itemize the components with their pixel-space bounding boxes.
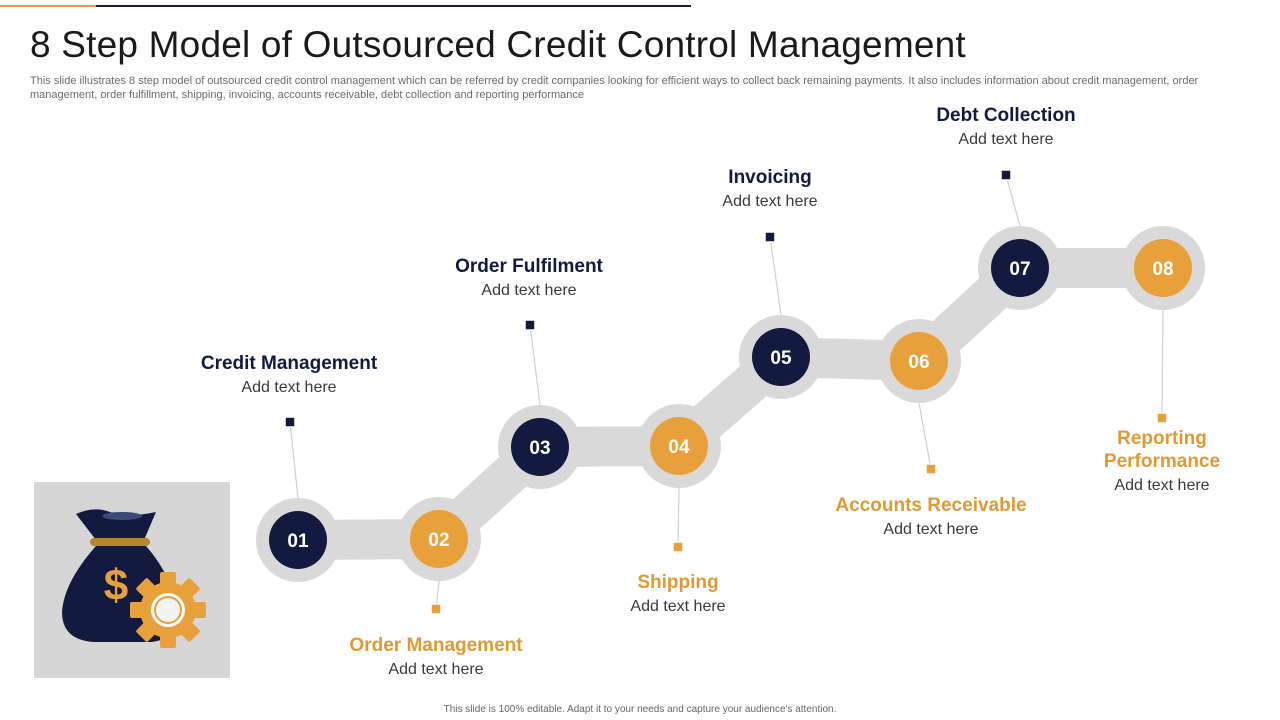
step-label-05: Invoicing Add text here xyxy=(650,166,890,212)
step-title-05: Invoicing xyxy=(728,167,812,188)
step-label-01: Credit Management Add text here xyxy=(169,352,409,398)
step-circle-03 xyxy=(511,418,569,476)
step-number-07: 07 xyxy=(1009,259,1030,280)
step-number-01: 01 xyxy=(287,531,309,552)
step-node-04: 04 xyxy=(650,417,708,475)
step-text-02: Add text here xyxy=(388,661,484,678)
connector-marker-06 xyxy=(925,463,937,475)
connector-line-05 xyxy=(769,236,782,316)
top-accent-line-navy xyxy=(96,5,691,7)
step-node-08: 08 xyxy=(1134,239,1192,297)
connector-line-04 xyxy=(677,487,680,548)
step-connectors xyxy=(284,169,1168,615)
step-text-04: Add text here xyxy=(630,598,726,615)
step-number-05: 05 xyxy=(770,348,792,369)
step-track xyxy=(256,226,1205,582)
step-title-08: Reporting Performance xyxy=(1103,428,1221,472)
connector-line-03 xyxy=(529,324,541,406)
step-node-06: 06 xyxy=(890,332,948,390)
step-label-08: Reporting Performance Add text here xyxy=(1087,427,1237,496)
step-title-06: Accounts Receivable xyxy=(835,495,1027,516)
connector-marker-07 xyxy=(1000,169,1012,181)
step-label-02: Order Management Add text here xyxy=(316,634,556,680)
step-text-06: Add text here xyxy=(883,521,979,538)
step-number-03: 03 xyxy=(529,438,550,459)
connector-line-07 xyxy=(1005,174,1021,227)
step-number-04: 04 xyxy=(668,437,690,458)
step-text-07: Add text here xyxy=(958,131,1054,148)
slide-footer: This slide is 100% editable. Adapt it to… xyxy=(443,704,837,715)
step-label-03: Order Fulfilment Add text here xyxy=(409,255,649,301)
slide-title: 8 Step Model of Outsourced Credit Contro… xyxy=(30,24,966,65)
step-circle-07 xyxy=(991,239,1049,297)
money-bag-gear-icon: $ xyxy=(62,509,206,648)
step-text-03: Add text here xyxy=(481,282,577,299)
step-number-08: 08 xyxy=(1152,259,1173,280)
slide-subtitle: This slide illustrates 8 step model of o… xyxy=(30,75,1199,101)
step-label-04: Shipping Add text here xyxy=(558,571,798,617)
step-circle-02 xyxy=(410,510,468,568)
connector-marker-08 xyxy=(1156,412,1168,424)
step-text-01: Add text here xyxy=(241,379,337,396)
connector-line-06 xyxy=(918,402,932,470)
connector-line-08 xyxy=(1161,309,1164,419)
connector-line-01 xyxy=(289,421,299,499)
step-nodes: 01 02 03 04 05 06 07 08 xyxy=(269,239,1192,569)
step-title-01: Credit Management xyxy=(200,353,378,374)
connector-marker-02 xyxy=(430,603,442,615)
top-accent-line-orange xyxy=(0,5,96,7)
step-title-07: Debt Collection xyxy=(936,105,1076,126)
step-circle-05 xyxy=(752,328,810,386)
step-node-05: 05 xyxy=(752,328,810,386)
step-node-07: 07 xyxy=(991,239,1049,297)
step-number-06: 06 xyxy=(908,352,929,373)
step-circle-01 xyxy=(269,511,327,569)
connector-marker-04 xyxy=(672,541,684,553)
step-node-02: 02 xyxy=(410,510,468,568)
step-node-01: 01 xyxy=(269,511,327,569)
dollar-sign: $ xyxy=(104,561,128,610)
step-text-08: Add text here xyxy=(1114,477,1210,494)
step-text-05: Add text here xyxy=(722,193,818,210)
gear-icon xyxy=(130,572,206,648)
connector-marker-03 xyxy=(524,319,536,331)
step-circle-04 xyxy=(650,417,708,475)
step-title-04: Shipping xyxy=(637,572,719,593)
step-number-02: 02 xyxy=(428,530,449,551)
step-label-06: Accounts Receivable Add text here xyxy=(811,494,1051,540)
step-title-02: Order Management xyxy=(349,635,523,656)
icon-panel: $ xyxy=(34,482,230,678)
step-node-03: 03 xyxy=(511,418,569,476)
connector-marker-05 xyxy=(764,231,776,243)
step-circle-08 xyxy=(1134,239,1192,297)
step-title-03: Order Fulfilment xyxy=(455,256,603,277)
connector-marker-01 xyxy=(284,416,296,428)
step-circle-06 xyxy=(890,332,948,390)
step-label-07: Debt Collection Add text here xyxy=(886,104,1126,150)
